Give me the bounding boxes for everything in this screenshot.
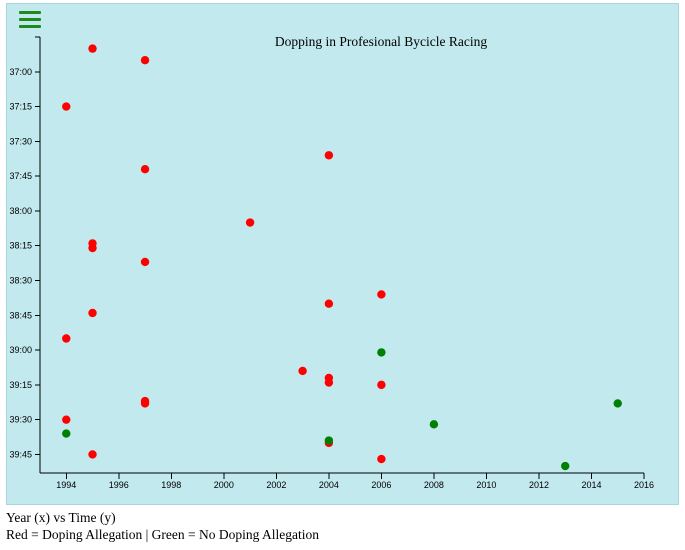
clean-point[interactable] [377, 348, 386, 357]
clean-point[interactable] [429, 420, 439, 429]
y-tick-label: 38:00 [9, 206, 32, 216]
doping-point[interactable] [377, 380, 386, 390]
doping-point[interactable] [140, 55, 150, 65]
caption-axes: Year (x) vs Time (y) [6, 510, 116, 525]
doping-point[interactable] [324, 378, 334, 387]
doping-point[interactable] [140, 399, 150, 408]
y-tick-label: 39:00 [9, 345, 32, 355]
axes: 37:00 37:15 37:30 37:45 38:00 38:15 38:30 38:45… [9, 36, 654, 490]
y-tick-label: 37:15 [9, 102, 32, 112]
y-tick-label: 38:45 [9, 310, 32, 320]
hamburger-menu-icon[interactable] [19, 11, 41, 29]
doping-point[interactable] [377, 454, 386, 464]
x-tick-label: 1998 [161, 480, 181, 490]
chart-title: Dopping in Profesional Bycicle Racing [275, 34, 487, 49]
doping-point[interactable] [377, 290, 386, 299]
x-tick-label: 2004 [319, 480, 339, 490]
chart-panel: Dopping in Profesional Bycicle Racing 37… [6, 3, 679, 505]
x-tick-label: 2008 [424, 480, 444, 490]
x-tick-label: 2000 [214, 480, 234, 490]
y-tick-label: 39:30 [9, 415, 32, 425]
y-tick-label: 39:15 [9, 380, 32, 390]
x-tick-label: 2016 [634, 480, 654, 490]
y-tick-label: 38:30 [9, 276, 32, 286]
x-tick-label: 2012 [529, 480, 549, 490]
doping-point[interactable] [88, 243, 97, 253]
doping-point[interactable] [324, 151, 334, 160]
doping-point[interactable] [88, 450, 97, 459]
doping-point[interactable] [62, 334, 71, 343]
x-tick-label: 2010 [476, 480, 496, 490]
doping-point[interactable] [62, 102, 71, 111]
y-tick-label: 37:30 [9, 136, 32, 146]
x-tick-label: 1994 [56, 480, 76, 490]
y-tick-label: 39:45 [9, 449, 32, 459]
doping-point[interactable] [88, 44, 97, 53]
clean-point[interactable] [62, 429, 71, 438]
doping-point[interactable] [62, 415, 71, 424]
doping-point[interactable] [140, 164, 150, 174]
doping-point[interactable] [88, 308, 97, 318]
x-tick-label: 2014 [581, 480, 601, 490]
x-tick-label: 1996 [109, 480, 129, 490]
clean-point[interactable] [324, 436, 334, 445]
x-tick-label: 2006 [371, 480, 391, 490]
x-tick-label: 2002 [266, 480, 286, 490]
doping-point[interactable] [245, 218, 255, 227]
caption-legend: Red = Doping Allegation | Green = No Dop… [6, 527, 320, 542]
clean-point[interactable] [561, 461, 570, 471]
doping-point[interactable] [140, 257, 150, 267]
doping-point[interactable] [324, 299, 334, 308]
data-points [62, 44, 622, 471]
y-tick-label: 37:00 [9, 67, 32, 77]
doping-point[interactable] [298, 366, 307, 376]
scatter-chart: Dopping in Profesional Bycicle Racing 37… [9, 34, 654, 490]
y-tick-label: 37:45 [9, 171, 32, 181]
y-tick-label: 38:15 [9, 241, 32, 251]
clean-point[interactable] [613, 399, 622, 408]
